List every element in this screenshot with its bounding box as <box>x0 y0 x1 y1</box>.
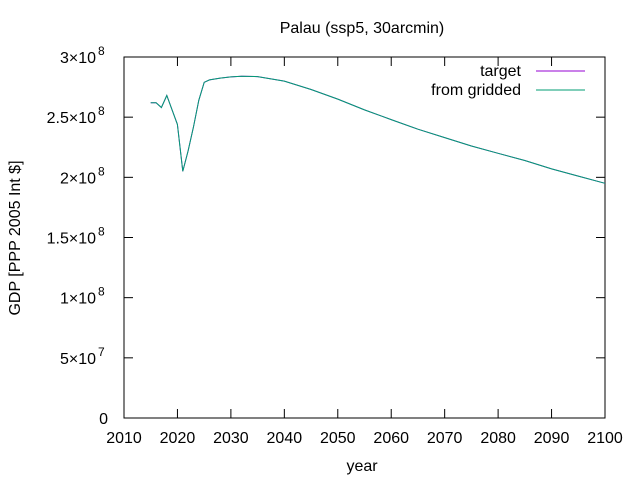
y-tick-exponent: 8 <box>98 285 105 299</box>
x-tick-label: 2020 <box>160 430 196 447</box>
x-tick-label: 2030 <box>213 430 249 447</box>
y-tick-label: 5×10 <box>60 351 96 368</box>
y-tick-label: 2.5×10 <box>47 110 96 127</box>
legend-label: target <box>480 63 521 80</box>
y-tick-label: 1.5×10 <box>47 231 96 248</box>
y-tick-label: 0 <box>99 411 108 428</box>
series-line-from-gridded <box>150 75 606 184</box>
y-tick-label: 1×10 <box>60 291 96 308</box>
y-tick-labels: 05×10 71×10 81.5×10 82×10 82.5×10 83×10 8 <box>47 44 108 428</box>
x-tick-label: 2060 <box>373 430 409 447</box>
y-tick-exponent: 7 <box>98 345 105 359</box>
y-tick-label: 2×10 <box>60 170 96 187</box>
y-tick-exponent: 8 <box>98 225 105 239</box>
legend: target from gridded <box>431 63 585 99</box>
x-tick-label: 2040 <box>267 430 303 447</box>
plot-frame <box>123 56 606 419</box>
series-lines <box>150 75 606 184</box>
chart-title: Palau (ssp5, 30arcmin) <box>280 20 445 37</box>
y-tick-exponent: 8 <box>98 44 105 58</box>
x-tick-labels: 2010 2020 2030 2040 2050 2060 2070 2080 2090 2100 <box>106 430 623 447</box>
series-line-target <box>150 75 606 184</box>
x-tick-label: 2050 <box>320 430 356 447</box>
y-tick-exponent: 8 <box>98 164 105 178</box>
y-axis-label: GDP [PPP 2005 Int $] <box>7 160 24 315</box>
y-tick-label: 3×10 <box>60 50 96 67</box>
legend-label: from gridded <box>431 82 521 99</box>
x-tick-label: 2010 <box>106 430 142 447</box>
x-tick-label: 2090 <box>534 430 570 447</box>
y-tick-exponent: 8 <box>98 104 105 118</box>
x-axis-label: year <box>346 458 378 475</box>
x-tick-label: 2070 <box>427 430 463 447</box>
x-tick-label: 2080 <box>480 430 516 447</box>
x-tick-label: 2100 <box>587 430 623 447</box>
